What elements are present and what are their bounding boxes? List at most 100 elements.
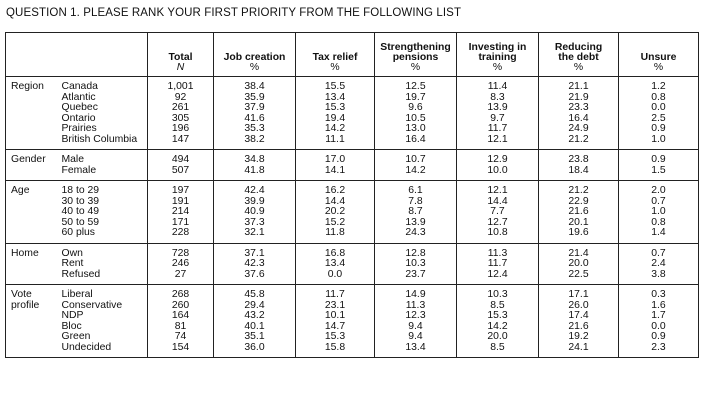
row-label: Refused xyxy=(61,268,101,280)
header-unsure: Unsure % xyxy=(618,32,699,77)
value-cell: 15.3 xyxy=(487,310,508,321)
value-cell: 260 xyxy=(171,299,190,311)
value-cell: 164 xyxy=(171,310,190,321)
value-cell: 1.2 xyxy=(651,81,666,92)
value-cell: 507 xyxy=(171,164,190,176)
value-cell: 15.3 xyxy=(324,102,346,113)
value-cell: 45.8 xyxy=(244,289,265,300)
value-cell: 19.7 xyxy=(405,91,426,103)
values-reducing-the-debt: 17.1 26.0 17.4 21.6 19.2 24.1 xyxy=(538,284,619,358)
value-cell: 35.9 xyxy=(244,91,265,103)
value-cell: 2.0 xyxy=(651,185,666,196)
values-unsure: 1.2 0.8 0.0 2.5 0.9 1.0 xyxy=(618,76,699,150)
row-label: 50 to 59 xyxy=(61,216,100,228)
value-cell: 43.2 xyxy=(244,310,265,321)
value-cell: 23.7 xyxy=(405,268,426,280)
value-cell: 13.4 xyxy=(405,341,426,353)
table-group-home: Home Own Rent Refused 728 246 27 37.1 42.3 37.6 16… xyxy=(5,243,699,285)
value-cell: 21.2 xyxy=(568,185,589,196)
header-strengthening-pensions: Strengthening pensions % xyxy=(374,32,457,77)
value-cell: 16.4 xyxy=(405,133,426,145)
value-cell: 40.1 xyxy=(244,320,265,332)
value-cell: 42.3 xyxy=(244,258,265,269)
value-cell: 35.3 xyxy=(244,123,265,134)
value-cell: 8.7 xyxy=(408,206,423,217)
value-cell: 228 xyxy=(171,227,190,238)
value-cell: 11.7 xyxy=(487,258,508,269)
value-cell: 7.7 xyxy=(490,206,505,217)
header-blank-group xyxy=(5,32,58,77)
values-strengthening-pensions: 14.9 11.3 12.3 9.4 9.4 13.4 xyxy=(374,284,457,358)
value-cell: 1.4 xyxy=(651,227,666,238)
value-cell: 10.3 xyxy=(405,258,426,269)
values-job-creation: 38.4 35.9 37.9 41.6 35.3 38.2 xyxy=(213,76,296,150)
question-title: QUESTION 1. PLEASE RANK YOUR FIRST PRIOR… xyxy=(6,7,462,19)
value-cell: 16.2 xyxy=(324,185,346,196)
value-cell: 29.4 xyxy=(244,299,265,311)
value-cell: 197 xyxy=(171,185,190,196)
value-cell: 214 xyxy=(171,206,190,217)
value-cell: 0.9 xyxy=(651,123,666,134)
value-cell: 41.8 xyxy=(244,164,265,176)
table-group-region: Region Canada Atlantic Quebec Ontario Prairie… xyxy=(5,76,699,150)
value-cell: 6.1 xyxy=(408,185,423,196)
group-label: Vote profile xyxy=(11,289,40,311)
value-cell: 268 xyxy=(171,289,190,300)
value-cell: 11.1 xyxy=(325,133,345,145)
value-cell: 13.4 xyxy=(324,91,346,103)
values-investing-in-training: 12.9 10.0 xyxy=(456,149,539,181)
value-cell: 1.6 xyxy=(651,299,666,311)
value-cell: 38.4 xyxy=(244,81,265,92)
value-cell: 11.7 xyxy=(487,123,508,134)
value-cell: 37.6 xyxy=(244,268,265,280)
value-cell: 10.0 xyxy=(487,164,508,176)
value-cell: 8.5 xyxy=(490,299,505,311)
value-cell: 11.3 xyxy=(487,247,508,259)
value-cell: 9.6 xyxy=(408,102,423,113)
value-cell: 14.2 xyxy=(324,123,346,134)
value-cell: 14.9 xyxy=(405,289,426,300)
value-cell: 41.6 xyxy=(244,112,265,124)
value-cell: 14.4 xyxy=(487,195,508,207)
value-cell: 147 xyxy=(171,133,190,145)
values-investing-in-training: 11.4 8.3 13.9 9.7 11.7 12.1 xyxy=(456,76,539,150)
group-label: Region xyxy=(11,81,44,92)
value-cell: 14.2 xyxy=(487,320,508,332)
table-group-vote-profile: Vote profile Liberal Conservative NDP Bloc Gre… xyxy=(5,284,699,358)
value-cell: 14.1 xyxy=(324,164,346,176)
value-cell: 40.9 xyxy=(244,206,265,217)
value-cell: 13.9 xyxy=(405,216,426,228)
value-cell: 17.4 xyxy=(568,310,589,321)
value-cell: 19.6 xyxy=(568,227,589,238)
row-label: Rent xyxy=(61,258,84,269)
value-cell: 34.8 xyxy=(244,154,265,165)
values-strengthening-pensions: 12.5 19.7 9.6 10.5 13.0 16.4 xyxy=(374,76,457,150)
value-cell: 21.9 xyxy=(568,91,589,103)
value-cell: 728 xyxy=(171,247,190,259)
value-cell: 494 xyxy=(171,154,190,165)
value-cell: 20.1 xyxy=(568,216,589,228)
values-tax-relief: 16.8 13.4 0.0 xyxy=(295,243,375,285)
values-total: 1,001 92 261 305 196 147 xyxy=(147,76,214,150)
value-cell: 0.0 xyxy=(651,102,666,113)
subgroup-labels: Male Female xyxy=(57,149,148,181)
row-label: Undecided xyxy=(61,341,112,353)
value-cell: 21.6 xyxy=(568,320,589,332)
value-cell: 246 xyxy=(171,258,190,269)
values-tax-relief: 11.7 23.1 10.1 14.7 15.3 15.8 xyxy=(295,284,375,358)
subgroup-labels: Own Rent Refused xyxy=(57,243,148,285)
values-tax-relief: 16.2 14.4 20.2 15.2 11.8 xyxy=(295,180,375,243)
value-cell: 12.8 xyxy=(405,247,426,259)
value-cell: 74 xyxy=(174,331,187,342)
value-cell: 0.7 xyxy=(651,195,666,207)
value-cell: 16.8 xyxy=(324,247,346,259)
value-cell: 17.1 xyxy=(568,289,589,300)
value-cell: 12.7 xyxy=(487,216,508,228)
value-cell: 1.7 xyxy=(651,310,666,321)
value-cell: 15.3 xyxy=(324,331,346,342)
value-cell: 2.4 xyxy=(651,258,666,269)
subgroup-labels: 18 to 29 30 to 39 40 to 49 50 to 59 60 plus xyxy=(57,180,148,243)
values-tax-relief: 15.5 13.4 15.3 19.4 14.2 11.1 xyxy=(295,76,375,150)
value-cell: 191 xyxy=(171,195,190,207)
value-cell: 81 xyxy=(174,320,187,332)
